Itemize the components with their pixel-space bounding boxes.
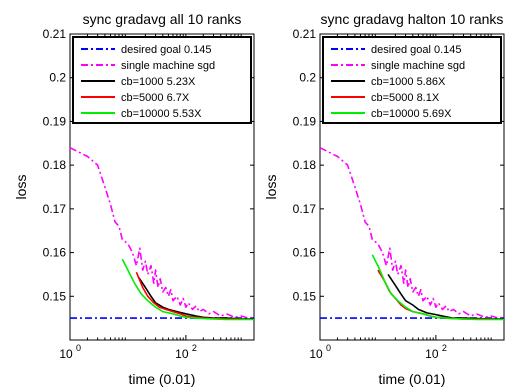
x-tick-exponent: 2 [192,343,197,353]
legend-label: cb=5000 6.7X [121,92,190,104]
series-line-5 [121,258,254,321]
x-axis-label: time (0.01) [379,371,446,387]
chart-panel-2: sync gradavg halton 10 ranks 0.15 0.16 0.17… [263,11,505,387]
series-line-5 [371,254,504,321]
chart-panel-1: sync gradavg all 10 ranks 0.15 0.16 0.17 0.1… [13,11,255,387]
y-tick-label: 0.15 [293,289,317,303]
y-tick-label: 0.15 [43,289,67,303]
y-tick-label: 0.2 [49,71,66,85]
x-tick-exponent: 2 [442,343,447,353]
legend-label: single machine sgd [121,60,215,72]
y-axis-label: loss [13,175,29,200]
x-tick-exponent: 0 [326,343,331,353]
y-axis-label: loss [263,175,279,200]
y-tick-label: 0.21 [43,27,67,41]
x-tick-label: 10 [309,347,323,361]
x-tick-label: 10 [59,347,73,361]
y-tick-label: 0.18 [293,158,317,172]
x-tick-label: 10 [175,347,189,361]
chart-title: sync gradavg halton 10 ranks [321,11,504,27]
x-tick-exponent: 0 [76,343,81,353]
legend-label: cb=5000 8.1X [371,92,440,104]
legend-label: desired goal 0.145 [371,44,462,56]
y-tick-label: 0.18 [43,158,67,172]
legend-label: single machine sgd [371,60,465,72]
y-tick-label: 0.21 [293,27,317,41]
legend-label: cb=10000 5.69X [371,108,452,120]
y-tick-label: 0.17 [43,202,67,216]
y-tick-label: 0.19 [293,114,317,128]
series-line-3 [137,276,254,320]
x-axis-label: time (0.01) [129,371,196,387]
legend-label: desired goal 0.145 [121,44,212,56]
x-tick-label: 10 [425,347,439,361]
legend-label: cb=1000 5.23X [121,76,196,88]
legend-label: cb=10000 5.53X [121,108,202,120]
series-line-2 [69,146,255,319]
legend: desired goal 0.145 single machine sgd cb=1… [322,36,502,124]
series-line-2 [319,146,505,319]
legend: desired goal 0.145 single machine sgd cb=1… [72,36,252,124]
legend-label: cb=1000 5.86X [371,76,446,88]
y-tick-label: 0.19 [43,114,67,128]
chart-title: sync gradavg all 10 ranks [83,11,242,27]
y-tick-label: 0.2 [299,71,316,85]
y-tick-label: 0.16 [293,246,317,260]
y-tick-label: 0.17 [293,202,317,216]
y-tick-label: 0.16 [43,246,67,260]
